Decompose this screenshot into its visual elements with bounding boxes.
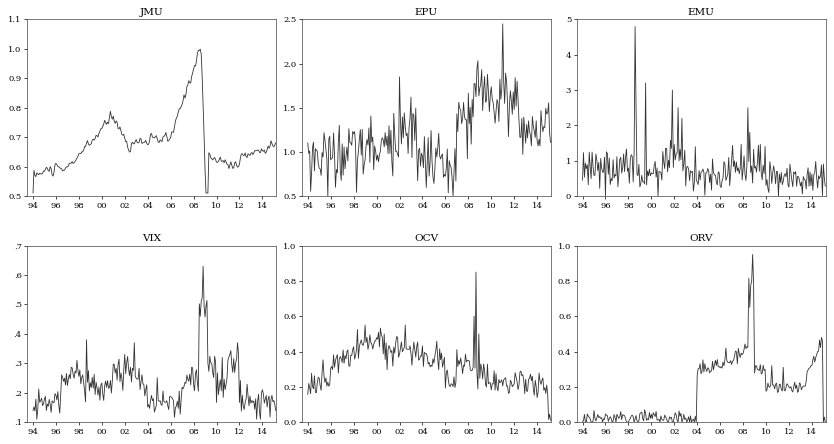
- Title: EPU: EPU: [415, 8, 438, 17]
- Title: OCV: OCV: [414, 234, 439, 243]
- Title: JMU: JMU: [140, 8, 163, 17]
- Title: VIX: VIX: [143, 234, 161, 243]
- Title: EMU: EMU: [688, 8, 715, 17]
- Title: ORV: ORV: [690, 234, 713, 243]
